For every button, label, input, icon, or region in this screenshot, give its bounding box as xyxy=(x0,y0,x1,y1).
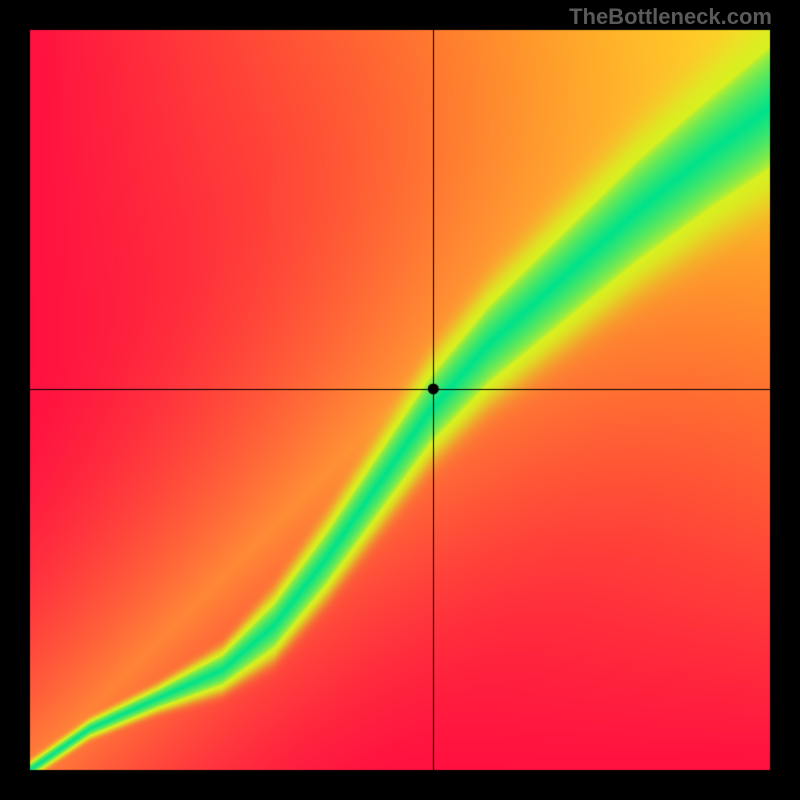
figure-container: TheBottleneck.com xyxy=(0,0,800,800)
heatmap-canvas xyxy=(0,0,800,800)
watermark-text: TheBottleneck.com xyxy=(569,4,772,30)
